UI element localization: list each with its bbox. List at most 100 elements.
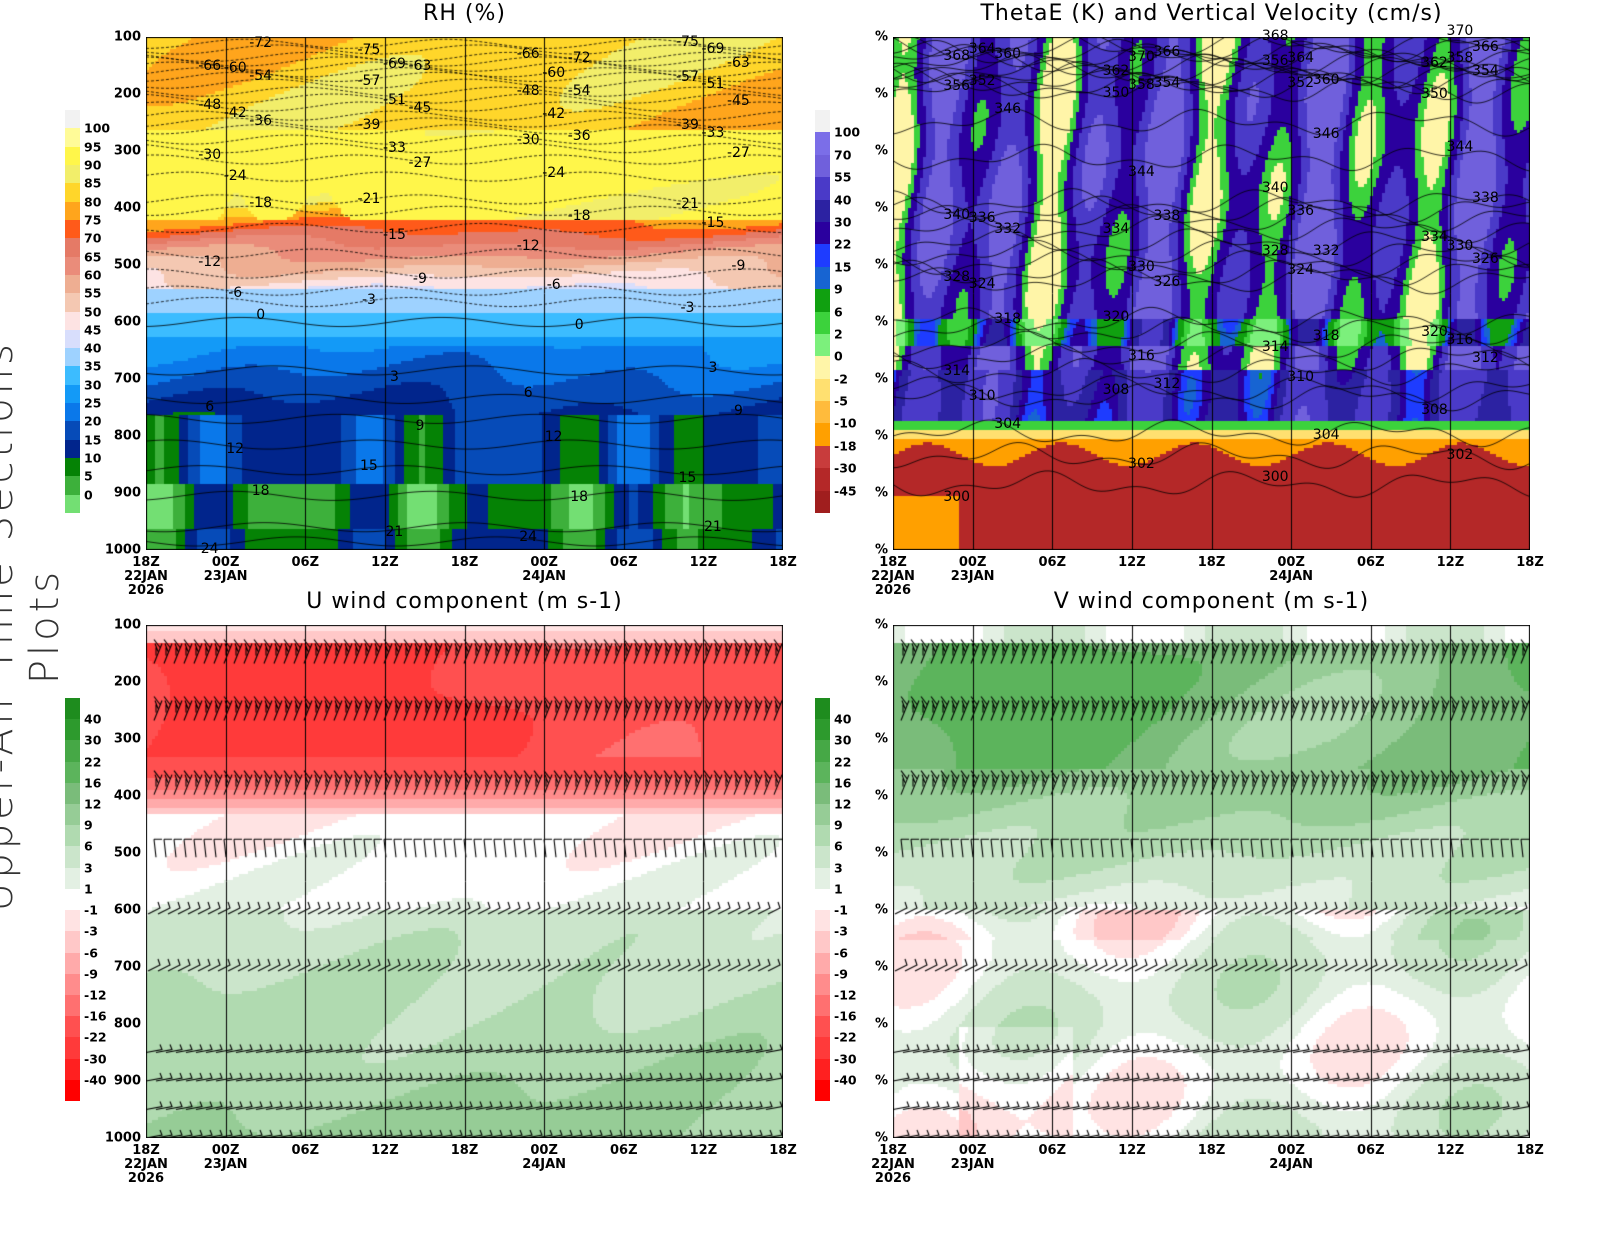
x-tick-date: 24JAN <box>1269 569 1314 584</box>
colorbar-label: 30 <box>84 732 102 748</box>
x-tick-time: 12Z <box>1436 1143 1465 1158</box>
colorbar-swatch <box>65 421 80 441</box>
colorbar-label: 12 <box>834 796 852 812</box>
colorbar-label: 6 <box>834 304 843 319</box>
colorbar-label: 2 <box>834 326 843 342</box>
colorbar-swatch <box>815 490 830 514</box>
colorbar-swatch <box>65 348 80 367</box>
contour-label: -33 <box>701 125 725 142</box>
colorbar-swatch <box>65 164 80 184</box>
colorbar-swatch <box>815 110 830 133</box>
contour-label: 344 <box>1446 138 1474 155</box>
colorbar-label: 55 <box>834 169 852 185</box>
colorbar-label: -6 <box>84 945 98 961</box>
y-tick-label: % <box>874 617 888 633</box>
colorbar-label: 16 <box>84 775 102 791</box>
x-tick-time: 00Z <box>958 1143 987 1158</box>
y-tick-label: % <box>874 428 888 444</box>
contour-label: -75 <box>676 33 699 50</box>
colorbar-label: -5 <box>834 393 848 409</box>
colorbar-swatch <box>65 201 80 221</box>
colorbar-swatch <box>65 366 80 386</box>
contour-label: 18 <box>570 488 589 505</box>
x-tick-time: 18Z <box>769 1143 797 1158</box>
colorbar-swatch <box>65 994 80 1017</box>
contour-field <box>146 37 783 550</box>
colorbar-label: 10 <box>84 450 102 466</box>
colorbar-label: 9 <box>834 281 843 297</box>
y-tick-label: % <box>874 1016 888 1032</box>
colorbar-swatch <box>815 825 830 847</box>
contour-label: 362 <box>1102 62 1130 79</box>
contour-label: 360 <box>1312 72 1340 89</box>
contour-label: 316 <box>1446 332 1474 349</box>
colorbar-swatch <box>815 423 830 447</box>
figure-title: Upper-Air Time Sections Plots <box>0 340 68 912</box>
x-tick-label: 12Z <box>1437 1144 1465 1158</box>
colorbar-label: -18 <box>834 438 857 454</box>
x-tick-label: 00Z 23JAN <box>204 556 248 584</box>
x-tick-time: 18Z <box>450 1143 479 1158</box>
contour-label: 364 <box>1287 50 1315 67</box>
contour-label: 320 <box>1102 308 1130 325</box>
colorbar-swatch <box>65 403 80 422</box>
y-tick-label: 400 <box>113 788 141 804</box>
contour-label: 9 <box>415 417 425 434</box>
x-tick-label: 18Z 22JAN 2026 <box>871 556 915 598</box>
x-tick-label: 12Z <box>1437 556 1465 570</box>
colorbar-swatch <box>815 804 830 826</box>
colorbar-swatch <box>65 274 80 294</box>
colorbar-swatch <box>65 458 80 477</box>
colorbar-label: -1 <box>84 902 98 918</box>
contour-label: -69 <box>382 56 406 73</box>
x-tick-time: 06Z <box>609 1143 638 1158</box>
x-tick-date: 22JAN <box>124 569 168 584</box>
contour-label: -6 <box>228 284 243 301</box>
y-tick-label: 100 <box>113 617 141 633</box>
contour-label: -69 <box>701 40 725 57</box>
y-tick-label: 1000 <box>104 1130 141 1146</box>
x-tick-label: 06Z <box>1357 1144 1385 1158</box>
y-tick-label: 200 <box>113 86 141 102</box>
y-tick-label: % <box>874 257 888 273</box>
colorbar-swatch <box>65 256 80 276</box>
contour-label: -27 <box>408 155 432 172</box>
x-tick-time: 18Z <box>1197 1143 1226 1158</box>
contour-label: -36 <box>567 127 591 144</box>
contour-label: 21 <box>385 523 404 540</box>
x-tick-time: 18Z <box>132 555 160 570</box>
contour-label: 326 <box>1472 250 1499 267</box>
panel-title: RH (%) <box>423 1 506 26</box>
y-tick-label: 900 <box>113 485 141 501</box>
x-tick-label: 00Z 24JAN <box>522 1144 566 1172</box>
colorbar-swatch <box>815 468 830 492</box>
contour-label: 15 <box>360 457 378 474</box>
contour-label: -18 <box>567 207 591 224</box>
colorbar-label: -30 <box>834 460 857 476</box>
contour-label: -51 <box>382 91 406 108</box>
x-tick-time: 18Z <box>879 1143 907 1158</box>
contour-label: 6 <box>205 398 215 415</box>
x-tick-label: 06Z <box>1038 556 1066 570</box>
contour-label: 0 <box>574 317 584 334</box>
x-tick-label: 06Z <box>610 1144 638 1158</box>
colorbar-swatch <box>65 931 80 954</box>
colorbar-swatch <box>815 333 830 357</box>
contour-label: -30 <box>516 132 540 149</box>
contour-label: -63 <box>408 57 432 74</box>
colorbar-label: 3 <box>84 860 93 876</box>
y-tick-label: 600 <box>113 314 141 330</box>
x-tick-label: 06Z <box>291 556 319 570</box>
colorbar-label: 9 <box>834 817 843 833</box>
x-tick-year: 2026 <box>874 583 912 598</box>
contour-label: -57 <box>357 73 381 90</box>
colorbar-swatch <box>65 238 80 258</box>
colorbar-label: 20 <box>84 413 102 429</box>
colorbar-swatch <box>65 1079 80 1102</box>
contour-label: -57 <box>676 69 699 86</box>
contour-label: 362 <box>1421 55 1448 72</box>
panel-title: V wind component (m s-1) <box>1053 589 1370 614</box>
colorbar-label: -30 <box>834 1051 857 1067</box>
y-tick-label: 800 <box>113 428 141 444</box>
contour-label: 356 <box>1261 53 1289 70</box>
